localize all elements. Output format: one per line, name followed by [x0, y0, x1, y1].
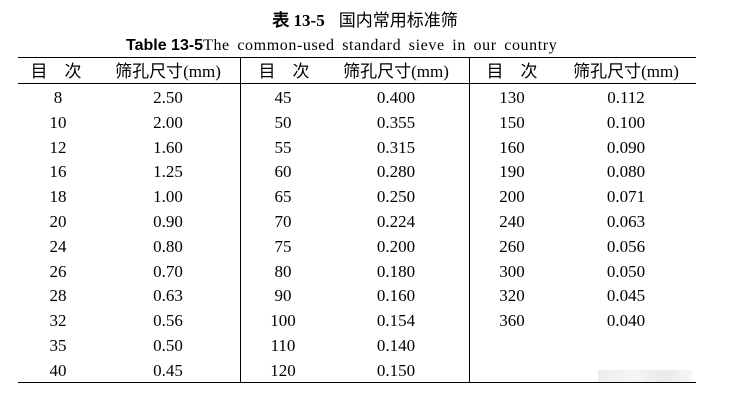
aperture-cell: 0.140 [376, 336, 416, 355]
aperture-cell: 0.250 [376, 187, 416, 206]
table-title-english: Table 13-5The common-used standard sieve… [126, 36, 557, 56]
header-mesh-1: 目 次 [30, 62, 82, 81]
aperture-cell: 1.60 [153, 138, 183, 157]
column-divider-1 [240, 58, 241, 382]
aperture-cell: 0.355 [376, 113, 416, 132]
mesh-cell: 55 [274, 138, 292, 157]
mesh-cell: 18 [49, 187, 67, 206]
mesh-cell: 70 [274, 212, 292, 231]
mesh-cell: 10 [49, 113, 67, 132]
mesh-cell: 190 [499, 162, 525, 181]
aperture-cell: 0.400 [376, 88, 416, 107]
mesh-cell: 24 [49, 237, 67, 256]
mesh-cell: 150 [499, 113, 525, 132]
mesh-cell: 320 [499, 286, 525, 305]
aperture-cell: 2.50 [153, 88, 183, 107]
aperture-cell: 0.063 [606, 212, 646, 231]
mesh-cell: 300 [499, 262, 525, 281]
mesh-cell: 100 [270, 311, 296, 330]
header-mesh-3: 目 次 [486, 62, 538, 81]
aperture-cell: 0.090 [606, 138, 646, 157]
aperture-cell: 0.70 [153, 262, 183, 281]
mesh-cell: 60 [274, 162, 292, 181]
header-rule [18, 83, 696, 84]
watermark-logo [598, 370, 692, 382]
aperture-cell: 0.90 [153, 212, 183, 231]
table-bottom-rule [18, 382, 696, 383]
aperture-cell: 0.150 [376, 361, 416, 380]
header-aperture-1: 筛孔尺寸(mm) [115, 62, 221, 81]
table-number-english: Table 13-5 [126, 37, 204, 54]
aperture-cell: 0.050 [606, 262, 646, 281]
mesh-cell: 240 [499, 212, 525, 231]
mesh-cell: 8 [53, 88, 63, 107]
aperture-cell: 0.280 [376, 162, 416, 181]
aperture-cell: 0.071 [606, 187, 646, 206]
mesh-cell: 32 [49, 311, 67, 330]
mesh-cell: 35 [49, 336, 67, 355]
mesh-cell: 28 [49, 286, 67, 305]
aperture-cell: 1.00 [153, 187, 183, 206]
aperture-cell: 0.50 [153, 336, 183, 355]
table-top-rule [18, 57, 696, 58]
aperture-cell: 0.180 [376, 262, 416, 281]
mesh-cell: 26 [49, 262, 67, 281]
mesh-cell: 12 [49, 138, 67, 157]
mesh-cell: 130 [499, 88, 525, 107]
aperture-cell: 0.056 [606, 237, 646, 256]
mesh-cell: 360 [499, 311, 525, 330]
aperture-cell: 0.112 [607, 88, 645, 107]
mesh-cell: 45 [274, 88, 292, 107]
mesh-cell: 75 [274, 237, 292, 256]
aperture-cell: 0.160 [376, 286, 416, 305]
aperture-cell: 0.080 [606, 162, 646, 181]
mesh-cell: 65 [274, 187, 292, 206]
aperture-cell: 0.56 [153, 311, 183, 330]
mesh-cell: 20 [49, 212, 67, 231]
mesh-cell: 160 [499, 138, 525, 157]
aperture-cell: 0.154 [376, 311, 416, 330]
aperture-cell: 0.040 [606, 311, 646, 330]
aperture-cell: 0.45 [153, 361, 183, 380]
aperture-cell: 0.200 [376, 237, 416, 256]
mesh-cell: 50 [274, 113, 292, 132]
mesh-cell: 260 [499, 237, 525, 256]
aperture-cell: 0.315 [376, 138, 416, 157]
mesh-cell: 200 [499, 187, 525, 206]
mesh-cell: 90 [274, 286, 292, 305]
mesh-cell: 16 [49, 162, 67, 181]
aperture-cell: 0.045 [606, 286, 646, 305]
aperture-cell: 1.25 [153, 162, 183, 181]
table-number-chinese: 表 13-5 [272, 11, 325, 30]
mesh-cell: 40 [49, 361, 67, 380]
aperture-cell: 0.100 [606, 113, 646, 132]
aperture-cell: 0.80 [153, 237, 183, 256]
mesh-cell: 110 [270, 336, 296, 355]
table-caption-chinese: 国内常用标准筛 [338, 11, 458, 30]
aperture-cell: 0.63 [153, 286, 183, 305]
mesh-cell: 120 [270, 361, 296, 380]
column-divider-2 [469, 58, 470, 382]
header-mesh-2: 目 次 [258, 62, 310, 81]
table-caption-english: The common-used standard sieve in our co… [203, 37, 558, 54]
table-title-chinese: 表 13-5 国内常用标准筛 [0, 10, 730, 32]
aperture-cell: 0.224 [376, 212, 416, 231]
mesh-cell: 80 [274, 262, 292, 281]
aperture-cell: 2.00 [153, 113, 183, 132]
header-aperture-3: 筛孔尺寸(mm) [573, 62, 679, 81]
header-aperture-2: 筛孔尺寸(mm) [343, 62, 449, 81]
